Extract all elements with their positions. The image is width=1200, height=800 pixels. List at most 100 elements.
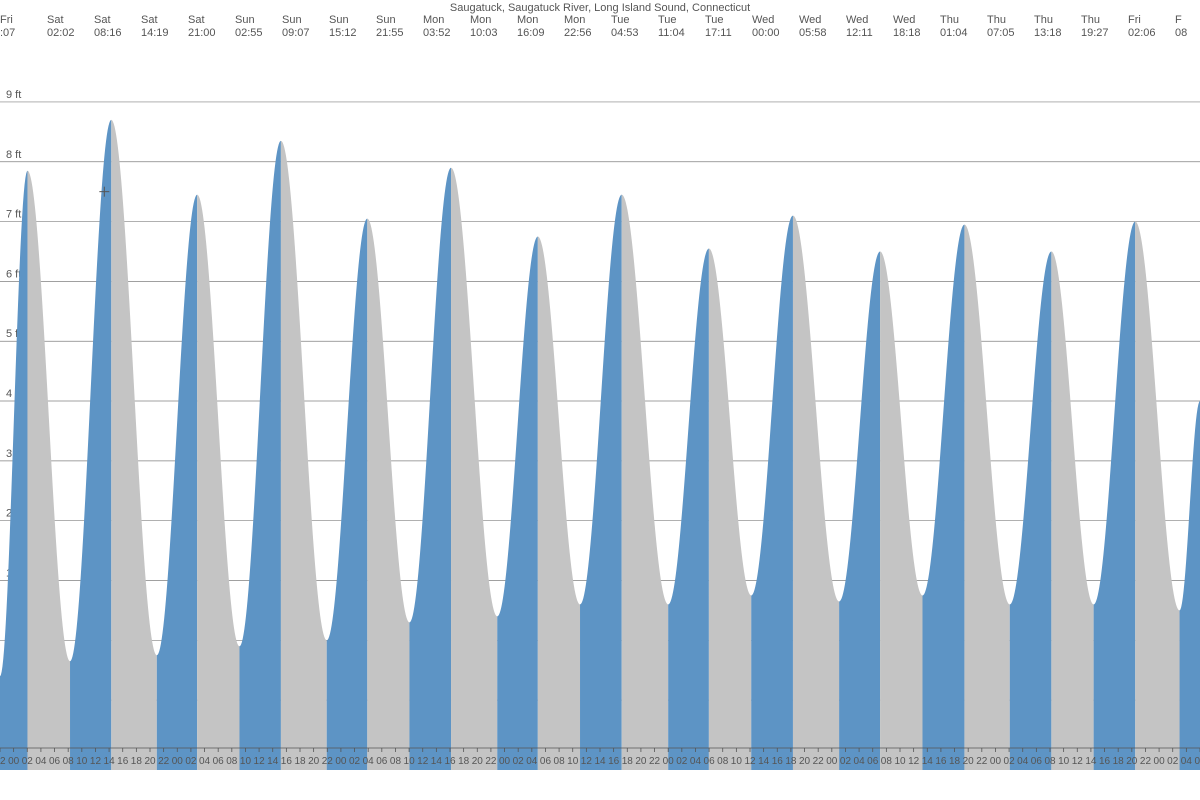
x-tick-label: 02	[676, 756, 688, 767]
x-tick-label: 06	[704, 756, 716, 767]
x-tick-label: 06	[540, 756, 552, 767]
tide-falling-segment	[451, 168, 497, 770]
x-tick-label: 04	[199, 756, 211, 767]
x-tick-label: 08	[1044, 756, 1056, 767]
x-tick-label: 16	[281, 756, 293, 767]
x-tick-label: 14	[922, 756, 934, 767]
x-tick-label: 04	[526, 756, 538, 767]
x-tick-label: 02	[513, 756, 525, 767]
tide-falling-segment	[880, 251, 922, 770]
tide-falling-segment	[281, 141, 327, 770]
tide-rising-segment	[580, 195, 622, 770]
tide-falling-segment	[964, 225, 1009, 770]
x-tick-label: 04	[35, 756, 47, 767]
tide-rising-segment	[157, 195, 197, 770]
x-tick-label: 18	[294, 756, 306, 767]
x-tick-label: 18	[131, 756, 143, 767]
x-tick-label: 00	[8, 756, 20, 767]
x-tick-label: 06	[213, 756, 225, 767]
tide-falling-segment	[538, 237, 580, 770]
x-tick-label: 04	[690, 756, 702, 767]
x-tick-label: 02	[349, 756, 361, 767]
x-tick-label: 16	[608, 756, 620, 767]
x-tick-label: 22	[158, 756, 170, 767]
x-tick-label: 18	[1113, 756, 1125, 767]
x-tick-label: 16	[772, 756, 784, 767]
x-tick-label: 08	[881, 756, 893, 767]
header-times-row: Fri:07Sat02:02Sat08:16Sat14:19Sat21:00Su…	[0, 14, 1200, 42]
x-tick-label: 00	[499, 756, 511, 767]
x-tick-label: 06	[867, 756, 879, 767]
x-tick-label: 10	[731, 756, 743, 767]
x-tick-label: 14	[758, 756, 770, 767]
x-tick-label: 20	[1126, 756, 1138, 767]
tide-chart: -1 ft0 ft1 ft2 ft3 ft4 ft5 ft6 ft7 ft8 f…	[0, 78, 1200, 770]
x-tick-label: 14	[1085, 756, 1097, 767]
x-tick-label: 02	[840, 756, 852, 767]
header-time: 08	[1175, 27, 1200, 40]
tide-rising-segment	[923, 225, 965, 770]
x-tick-label: 12	[908, 756, 920, 767]
tide-falling-segment	[197, 195, 239, 770]
tide-chart-svg: -1 ft0 ft1 ft2 ft3 ft4 ft5 ft6 ft7 ft8 f…	[0, 78, 1200, 770]
x-tick-label: 00	[990, 756, 1002, 767]
tide-falling-segment	[793, 216, 839, 770]
x-tick-label: 18	[622, 756, 634, 767]
tide-rising-segment	[668, 248, 709, 770]
x-tick-label: 08	[63, 756, 75, 767]
x-tick-label: 16	[935, 756, 947, 767]
x-tick-label: 22	[976, 756, 988, 767]
x-tick-label: 12	[744, 756, 756, 767]
tide-falling-segment	[1051, 251, 1093, 770]
x-tick-label: 14	[431, 756, 443, 767]
x-tick-label: 10	[1058, 756, 1070, 767]
tide-rising-segment	[327, 219, 368, 770]
x-tick-label: 10	[76, 756, 88, 767]
tide-rising-segment	[70, 120, 111, 770]
x-tick-label: 22	[485, 756, 497, 767]
x-tick-label: 20	[799, 756, 811, 767]
tide-rising-segment	[239, 141, 280, 770]
x-tick-label: 08	[226, 756, 238, 767]
x-tick-label: 22	[649, 756, 661, 767]
x-tick-label: 20	[308, 756, 320, 767]
x-tick-label: 12	[581, 756, 593, 767]
x-tick-label: 20	[144, 756, 156, 767]
x-tick-label: 14	[594, 756, 606, 767]
x-tick-label: 02	[1004, 756, 1016, 767]
x-tick-label: 12	[1072, 756, 1084, 767]
y-tick-label: 6 ft	[6, 268, 21, 280]
x-tick-label: 12	[417, 756, 429, 767]
x-tick-label: 22	[1140, 756, 1152, 767]
x-tick-label: 20	[472, 756, 484, 767]
x-tick-label: 18	[949, 756, 961, 767]
x-tick-label: 00	[663, 756, 675, 767]
x-tick-label: 04	[363, 756, 375, 767]
x-tick-label: 12	[90, 756, 102, 767]
x-tick-label: 14	[267, 756, 279, 767]
x-tick-label: 16	[1099, 756, 1111, 767]
x-tick-label: 08	[390, 756, 402, 767]
x-tick-label: 20	[963, 756, 975, 767]
x-tick-label: 06	[1031, 756, 1043, 767]
x-tick-label: 08	[717, 756, 729, 767]
header-time-col: F08	[1175, 14, 1200, 40]
x-tick-label: 00	[826, 756, 838, 767]
x-tick-label: 16	[444, 756, 456, 767]
x-tick-label: 16	[117, 756, 129, 767]
tide-rising-segment	[1180, 401, 1200, 770]
x-tick-label: 22	[813, 756, 825, 767]
x-tick-label: 10	[404, 756, 416, 767]
x-tick-label: 06	[49, 756, 61, 767]
x-tick-label: 00	[172, 756, 184, 767]
tide-rising-segment	[1010, 251, 1052, 770]
tide-falling-segment	[111, 120, 157, 770]
tide-falling-segment	[1135, 222, 1179, 770]
x-tick-label: 22	[0, 756, 6, 767]
tide-rising-segment	[751, 216, 793, 770]
x-tick-label: 10	[240, 756, 252, 767]
x-tick-label: 02	[1167, 756, 1179, 767]
x-tick-label: 02	[22, 756, 34, 767]
header-day: F	[1175, 14, 1200, 27]
tide-rising-segment	[839, 251, 880, 770]
